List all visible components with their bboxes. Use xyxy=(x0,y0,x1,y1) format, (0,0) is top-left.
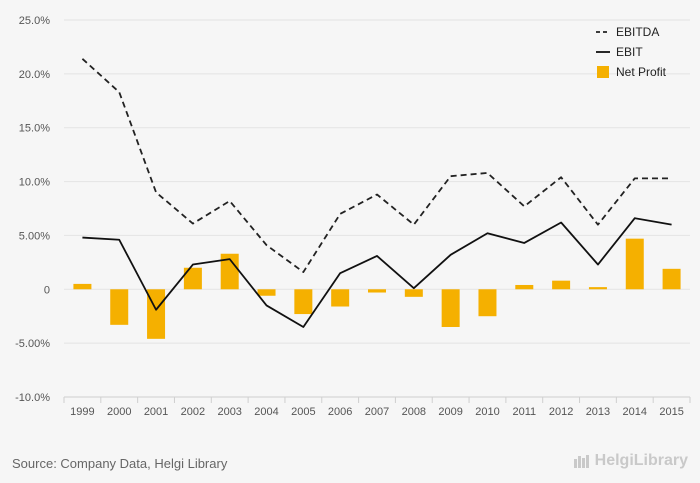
ebit-line xyxy=(82,217,672,328)
bar-layer xyxy=(73,238,681,339)
x-tick-label: 2011 xyxy=(512,406,536,418)
x-tick-label: 2004 xyxy=(254,406,278,418)
net-profit-bar xyxy=(625,238,644,290)
legend-swatch-net-profit xyxy=(597,66,609,78)
y-tick-label: -5.00% xyxy=(15,338,50,350)
x-tick-label: 2012 xyxy=(549,406,573,418)
net-profit-bar xyxy=(441,289,460,327)
x-tick-label: 2013 xyxy=(586,406,610,418)
net-profit-bar xyxy=(294,289,313,315)
x-tick-label: 2006 xyxy=(328,406,352,418)
x-tick-label: 2002 xyxy=(181,406,205,418)
x-tick-label: 1999 xyxy=(70,406,94,418)
legend-label: Net Profit xyxy=(616,65,667,79)
y-tick-label: 10.0% xyxy=(19,177,50,189)
brand-logo: HelgiLibrary xyxy=(573,452,688,470)
net-profit-bar xyxy=(404,289,423,297)
y-tick-label: -10.0% xyxy=(15,392,50,404)
x-tick-label: 2009 xyxy=(438,406,462,418)
net-profit-bar xyxy=(368,289,386,293)
y-tick-label: 5.00% xyxy=(19,230,50,242)
net-profit-bar xyxy=(478,289,497,317)
legend-label: EBITDA xyxy=(616,25,659,39)
library-icon xyxy=(573,455,589,468)
net-profit-bar xyxy=(662,268,681,290)
x-tick-label: 2005 xyxy=(291,406,315,418)
x-tick-label: 2003 xyxy=(217,406,241,418)
x-tick-label: 2007 xyxy=(365,406,389,418)
line-layer xyxy=(81,58,672,328)
y-tick-label: 0 xyxy=(44,284,50,296)
x-tick-label: 2001 xyxy=(144,406,168,418)
y-tick-label: 15.0% xyxy=(19,123,50,135)
footer: Source: Company Data, Helgi Library Helg… xyxy=(0,448,700,483)
ebitda-line xyxy=(81,58,672,273)
x-tick-label: 2015 xyxy=(659,406,683,418)
net-profit-bar xyxy=(257,289,276,296)
net-profit-bar xyxy=(552,280,571,290)
x-tick-label: 2000 xyxy=(107,406,131,418)
net-profit-bar xyxy=(515,284,534,290)
net-profit-bar xyxy=(588,287,607,290)
axis-layer: 25.0% 20.0% 15.0% 10.0% 5.00% 0 -5.00% -10.0% 19… xyxy=(15,15,691,418)
y-tick-label: 25.0% xyxy=(19,15,50,27)
net-profit-bar xyxy=(110,289,129,325)
grid-layer xyxy=(64,19,690,398)
net-profit-bar xyxy=(220,253,239,290)
x-tick-label: 2014 xyxy=(623,406,647,418)
x-tick-label: 2008 xyxy=(402,406,426,418)
net-profit-bar xyxy=(183,267,202,290)
chart-svg: 25.0% 20.0% 15.0% 10.0% 5.00% 0 -5.00% -10.0% 19… xyxy=(15,15,691,418)
chart-area: 25.0% 20.0% 15.0% 10.0% 5.00% 0 -5.00% -10.0% 19… xyxy=(15,15,691,418)
legend-label: EBIT xyxy=(616,45,643,59)
net-profit-bar xyxy=(331,289,350,307)
x-tick-label: 2010 xyxy=(475,406,499,418)
brand-name: HelgiLibrary xyxy=(594,452,688,469)
source-note: Source: Company Data, Helgi Library xyxy=(12,456,228,471)
legend: EBITDA EBIT Net Profit xyxy=(596,25,667,79)
net-profit-bar xyxy=(73,283,92,290)
y-tick-label: 20.0% xyxy=(19,69,50,81)
